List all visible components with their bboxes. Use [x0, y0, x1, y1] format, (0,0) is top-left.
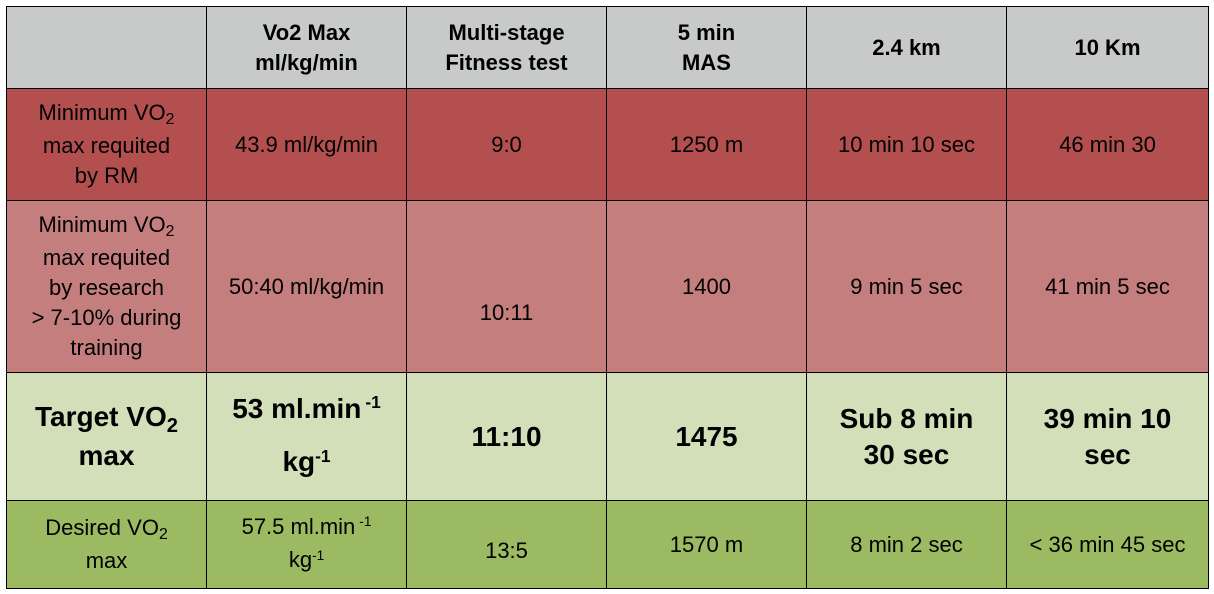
row-rm-label-line3: by RM — [74, 163, 139, 188]
row-research-2-4km: 9 min 5 sec — [806, 200, 1007, 373]
row-target-label: Target VO2 max — [6, 372, 207, 501]
row-rm-label-line2: max requited — [42, 133, 171, 158]
row-research-10km: 41 min 5 sec — [1006, 200, 1209, 373]
row-rm-multistage: 9:0 — [406, 88, 607, 201]
row-target-label-line2: max — [78, 440, 135, 471]
row-desired-2-4km: 8 min 2 sec — [806, 500, 1007, 589]
row-target: Target VO2 max 53 ml.min -1 kg-1 11:10 14… — [6, 372, 1209, 501]
row-target-mas: 1475 — [606, 372, 807, 501]
row-target-10km-line1: 39 min 10 — [1043, 402, 1172, 434]
header-multistage-line1: Multi-stage — [448, 19, 565, 45]
header-vo2-max: Vo2 Max ml/kg/min — [206, 6, 407, 89]
header-10km-label: 10 Km — [1074, 34, 1141, 60]
row-desired-mas: 1570 m — [606, 500, 807, 589]
header-multistage: Multi-stage Fitness test — [406, 6, 607, 89]
vo2-requirements-table: Vo2 Max ml/kg/min Multi-stage Fitness te… — [6, 6, 1209, 589]
row-rm-2-4km: 10 min 10 sec — [806, 88, 1007, 201]
row-research-label-line2: max requited — [42, 245, 171, 270]
row-target-2-4km-line1: Sub 8 min — [839, 402, 974, 434]
header-2-4km-label: 2.4 km — [872, 34, 941, 60]
row-target-vo2-line1: 53 ml.min -1 — [232, 391, 381, 424]
row-desired: Desired VO2 max 57.5 ml.min -1 kg-1 13:5 … — [6, 500, 1209, 589]
row-research-label-line1: Minimum VO2 — [38, 212, 175, 241]
row-target-2-4km-line2: 30 sec — [863, 438, 950, 470]
row-rm-label: Minimum VO2 max requited by RM — [6, 88, 207, 201]
row-rm-10km: 46 min 30 — [1006, 88, 1209, 201]
row-research-label-line4: > 7-10% during — [31, 305, 182, 330]
header-10km: 10 Km — [1006, 6, 1209, 89]
row-target-10km-line2: sec — [1084, 438, 1131, 470]
row-desired-label: Desired VO2 max — [6, 500, 207, 589]
row-target-vo2: 53 ml.min -1 kg-1 — [206, 372, 407, 501]
row-target-multistage: 11:10 — [406, 372, 607, 501]
row-desired-vo2-line1: 57.5 ml.min -1 — [241, 513, 372, 539]
row-rm-mas: 1250 m — [606, 88, 807, 201]
row-target-label-line1: Target VO2 — [35, 401, 178, 437]
row-rm-vo2: 43.9 ml/kg/min — [206, 88, 407, 201]
header-mas-line2: MAS — [682, 49, 731, 75]
row-research-multistage: 10:11 — [406, 200, 607, 373]
header-mas: 5 min MAS — [606, 6, 807, 89]
row-desired-label-line2: max — [85, 548, 128, 573]
header-vo2-line1: Vo2 Max — [262, 19, 351, 45]
row-research-label-line3: by research — [49, 275, 164, 300]
row-target-10km: 39 min 10 sec — [1006, 372, 1209, 501]
header-row: Vo2 Max ml/kg/min Multi-stage Fitness te… — [6, 6, 1209, 89]
row-research-label: Minimum VO2 max requited by research > 7… — [6, 200, 207, 373]
row-target-2-4km: Sub 8 min 30 sec — [806, 372, 1007, 501]
header-2-4km: 2.4 km — [806, 6, 1007, 89]
row-desired-multistage: 13:5 — [406, 500, 607, 589]
row-research-label-line5: training — [70, 335, 143, 360]
row-research-vo2: 50:40 ml/kg/min — [206, 200, 407, 373]
row-research-mas: 1400 — [606, 200, 807, 373]
row-min-research: Minimum VO2 max requited by research > 7… — [6, 200, 1209, 373]
row-desired-vo2-line2: kg-1 — [288, 546, 325, 572]
row-rm-label-line1: Minimum VO2 — [38, 100, 175, 129]
header-mas-line1: 5 min — [677, 19, 736, 45]
row-desired-10km: < 36 min 45 sec — [1006, 500, 1209, 589]
header-empty-cell — [6, 6, 207, 89]
row-target-vo2-line2: kg-1 — [282, 445, 331, 477]
row-desired-vo2: 57.5 ml.min -1 kg-1 — [206, 500, 407, 589]
row-desired-label-line1: Desired VO2 — [45, 515, 168, 544]
header-multistage-line2: Fitness test — [445, 49, 568, 75]
header-vo2-line2: ml/kg/min — [255, 49, 358, 75]
row-min-rm: Minimum VO2 max requited by RM 43.9 ml/k… — [6, 88, 1209, 201]
